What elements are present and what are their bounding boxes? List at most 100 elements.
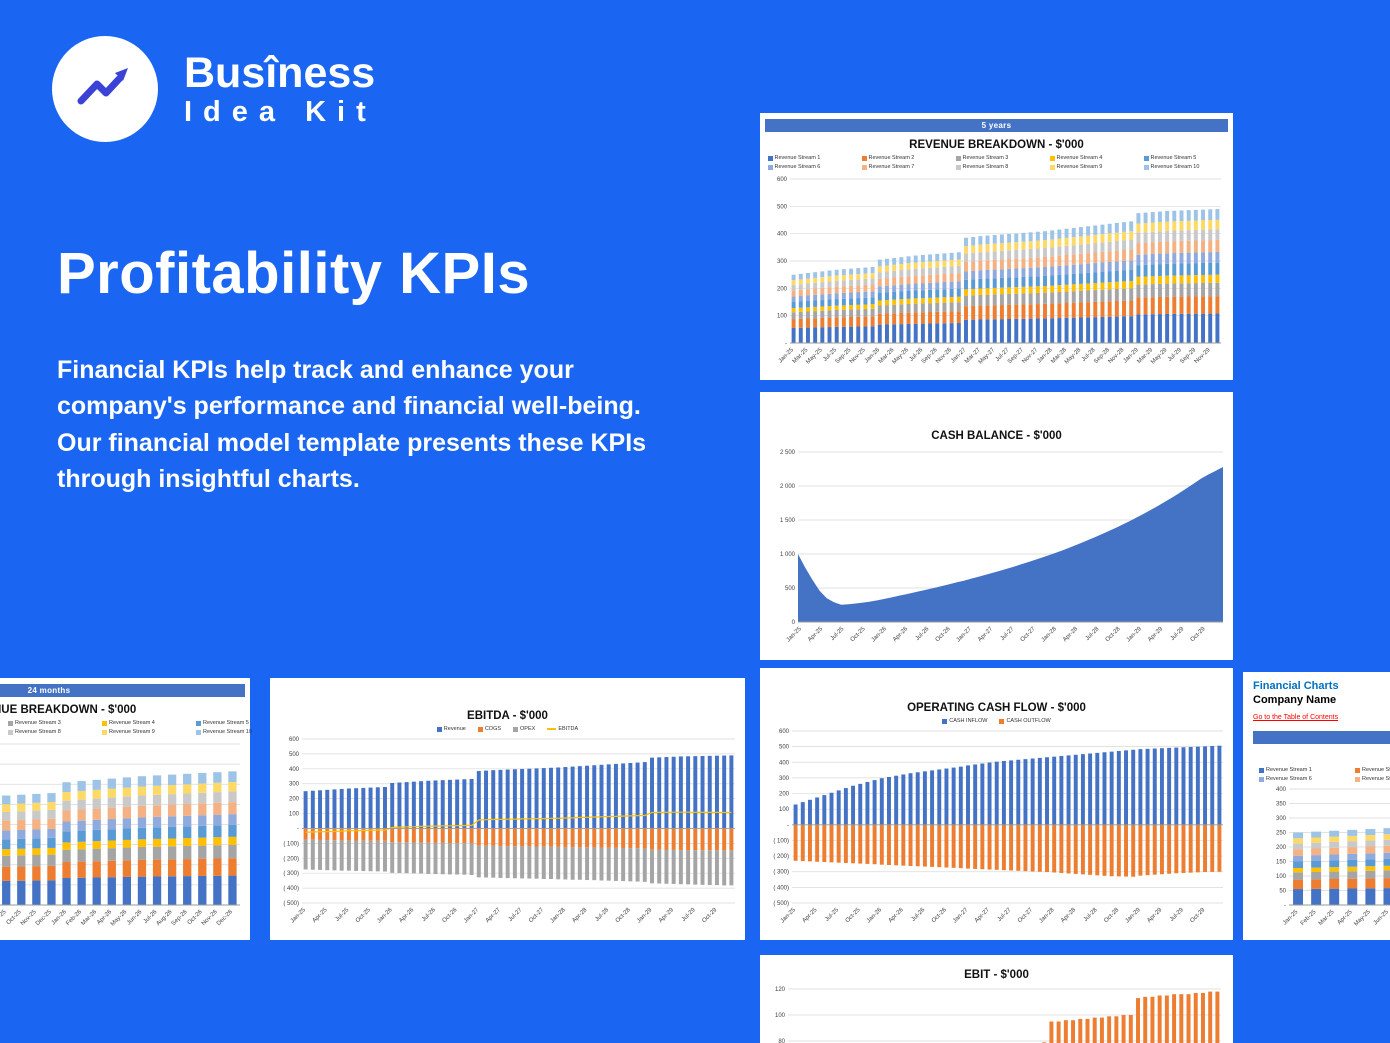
svg-text:Apr-26: Apr-26 <box>398 907 415 924</box>
svg-text:Mar-25: Mar-25 <box>1318 909 1336 927</box>
mini-revenue-chart: 400 350 300 250 200 150 100 50 - Jan-25 Feb-25 Mar-… <box>1255 785 1390 933</box>
svg-text:Jan-28: Jan-28 <box>1038 907 1056 925</box>
legend-item: Revenue Stream 3 <box>955 154 1038 162</box>
svg-text:Nov-28: Nov-28 <box>1108 347 1126 365</box>
svg-text:Jan-27: Jan-27 <box>952 907 970 925</box>
svg-text:Mar-26: Mar-26 <box>80 909 98 927</box>
svg-text:Jan-26: Jan-26 <box>871 626 889 644</box>
svg-text:300: 300 <box>779 776 790 782</box>
svg-text:-: - <box>1284 903 1286 909</box>
svg-text:Nov-26: Nov-26 <box>935 347 953 365</box>
revenue-breakdown-5y-chart: 600 500 400 300 200 100- Jan-25 Mar-25 May-25 Jul… <box>762 173 1231 373</box>
svg-text:Jul-28: Jul-28 <box>1083 907 1099 923</box>
legend-item: Revenue Stream 5 <box>196 719 278 727</box>
svg-text:200: 200 <box>777 286 788 292</box>
svg-text:Nov-27: Nov-27 <box>1021 347 1039 365</box>
svg-text:( 400): ( 400) <box>773 885 789 891</box>
ebitda-card: EBITDA - $'000 Revenue COGS OPEX EBITDA 600… <box>270 678 745 940</box>
legend-item: Revenue <box>436 725 466 733</box>
svg-text:250: 250 <box>1276 831 1287 837</box>
svg-text:( 100): ( 100) <box>283 841 299 847</box>
svg-text:Oct-26: Oct-26 <box>931 907 948 924</box>
legend-swatch <box>1355 767 1360 773</box>
svg-text:Oct-29: Oct-29 <box>1189 907 1206 924</box>
svg-text:Jul-28: Jul-28 <box>594 907 610 923</box>
svg-text:Jul-26: Jul-26 <box>911 907 927 923</box>
legend-item: Revenue Stream 3 <box>8 719 90 727</box>
svg-text:150: 150 <box>1276 860 1287 866</box>
svg-text:Jun-26: Jun-26 <box>126 909 144 927</box>
svg-text:-: - <box>785 341 787 347</box>
legend-swatch <box>547 728 557 730</box>
svg-text:Apr-29: Apr-29 <box>1147 626 1164 643</box>
svg-text:Sep-26: Sep-26 <box>171 909 189 927</box>
svg-text:300: 300 <box>777 259 788 265</box>
legend-swatch <box>955 155 961 161</box>
svg-text:600: 600 <box>777 177 788 183</box>
svg-text:120: 120 <box>775 987 786 993</box>
legend-item: Revenue Stream 1 <box>767 154 850 162</box>
sheet-app-title: Financial Charts <box>1253 680 1339 692</box>
svg-text:50: 50 <box>1279 889 1286 895</box>
svg-text:( 500): ( 500) <box>283 901 299 907</box>
svg-text:Jun-25: Jun-25 <box>1373 909 1390 927</box>
legend-item: CASH INFLOW <box>942 717 987 725</box>
period-badge-24-months: 24 months <box>0 684 245 697</box>
svg-text:Oct-26: Oct-26 <box>442 907 459 924</box>
legend-swatch <box>1049 164 1055 170</box>
svg-text:( 300): ( 300) <box>283 871 299 877</box>
svg-text:600: 600 <box>289 737 300 743</box>
svg-text:Apr-25: Apr-25 <box>1337 909 1354 926</box>
legend-item: Revenue Stream 2 <box>1355 766 1390 774</box>
legend-swatch <box>196 729 201 735</box>
svg-text:( 200): ( 200) <box>773 854 789 860</box>
legend-swatch <box>102 720 107 726</box>
svg-text:Jan-25: Jan-25 <box>780 907 798 925</box>
svg-text:500: 500 <box>777 204 788 210</box>
svg-text:Jan-26: Jan-26 <box>376 907 394 925</box>
legend-item: OPEX <box>513 725 535 733</box>
brand-name-line1: Busîness <box>184 48 376 97</box>
legend-swatch <box>1355 776 1360 782</box>
svg-text:Jul-28: Jul-28 <box>1085 626 1101 642</box>
svg-text:( 200): ( 200) <box>283 856 299 862</box>
svg-text:400: 400 <box>289 767 300 773</box>
svg-text:2 500: 2 500 <box>780 450 796 456</box>
svg-text:Apr-26: Apr-26 <box>888 907 905 924</box>
svg-text:400: 400 <box>1276 787 1287 793</box>
legend-swatch <box>102 729 107 735</box>
svg-text:Jul-29: Jul-29 <box>681 907 697 923</box>
svg-text:Jul-27: Jul-27 <box>997 907 1013 923</box>
svg-text:Dec-25: Dec-25 <box>35 909 53 927</box>
svg-text:Apr-26: Apr-26 <box>892 626 909 643</box>
svg-text:Jul-27: Jul-27 <box>1000 626 1016 642</box>
cash-balance-card: CASH BALANCE - $'000 2 500 2 000 1 500 1 00… <box>760 392 1233 660</box>
svg-text:Dec-26: Dec-26 <box>216 909 234 927</box>
svg-text:Jan-29: Jan-29 <box>1126 626 1144 644</box>
legend-swatch <box>1259 776 1264 782</box>
svg-text:1 500: 1 500 <box>780 518 796 524</box>
svg-text:Oct-28: Oct-28 <box>1103 907 1120 924</box>
svg-text:Nov-25: Nov-25 <box>849 347 867 365</box>
svg-text:Oct-25: Oct-25 <box>850 626 867 643</box>
legend-item: Revenue Stream 2 <box>861 154 944 162</box>
svg-text:Jul-27: Jul-27 <box>508 907 524 923</box>
svg-text:200: 200 <box>289 797 300 803</box>
svg-text:Jul-26: Jul-26 <box>915 626 931 642</box>
svg-text:100: 100 <box>1276 874 1287 880</box>
svg-text:( 300): ( 300) <box>773 870 789 876</box>
svg-text:Oct-27: Oct-27 <box>1020 626 1037 643</box>
chart-legend-op-cash-flow: CASH INFLOW CASH OUTFLOW <box>760 717 1233 725</box>
chart-legend-revenue-5y: Revenue Stream 1 Revenue Stream 2 Revenue … <box>760 154 1233 171</box>
legend-swatch <box>1049 155 1055 161</box>
legend-swatch <box>999 718 1005 724</box>
svg-text:Jul-29: Jul-29 <box>1170 626 1186 642</box>
table-of-contents-link[interactable]: Go to the Table of Contents <box>1253 714 1339 721</box>
legend-swatch <box>1259 767 1264 773</box>
svg-text:500: 500 <box>289 752 300 758</box>
cash-balance-chart: 2 500 2 000 1 500 1 000 500 0 Jan-25 Apr-25 Jul-… <box>762 444 1231 652</box>
svg-text:Jan-27: Jan-27 <box>463 907 481 925</box>
svg-text:Apr-29: Apr-29 <box>658 907 675 924</box>
